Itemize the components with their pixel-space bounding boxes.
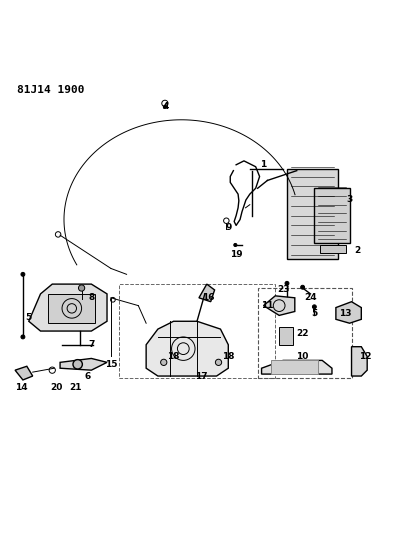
Text: 2: 2	[354, 246, 361, 255]
Text: 10: 10	[296, 352, 309, 361]
Circle shape	[161, 359, 167, 366]
Polygon shape	[146, 321, 228, 376]
Bar	[279, 327, 293, 345]
Circle shape	[73, 360, 82, 369]
Text: 13: 13	[339, 309, 352, 318]
Polygon shape	[264, 296, 295, 316]
Text: 5: 5	[26, 313, 32, 322]
Text: 21: 21	[69, 383, 82, 392]
Text: 15: 15	[105, 360, 117, 369]
Polygon shape	[29, 284, 107, 331]
Text: 7: 7	[88, 340, 95, 349]
Text: 20: 20	[50, 383, 62, 392]
Bar	[48, 294, 95, 323]
Text: 9: 9	[225, 223, 232, 232]
Text: 1: 1	[260, 160, 267, 169]
Circle shape	[285, 281, 289, 285]
Text: 11: 11	[261, 301, 274, 310]
Polygon shape	[60, 358, 107, 370]
Circle shape	[216, 359, 222, 366]
Text: 17: 17	[195, 372, 207, 381]
Text: 6: 6	[84, 372, 91, 381]
Polygon shape	[336, 302, 361, 323]
Polygon shape	[262, 360, 332, 374]
Circle shape	[312, 305, 316, 309]
Text: 19: 19	[230, 251, 242, 259]
Bar	[320, 245, 346, 253]
Circle shape	[21, 272, 25, 276]
Polygon shape	[15, 366, 33, 380]
Text: 81J14 1900: 81J14 1900	[17, 85, 85, 94]
Text: 22: 22	[296, 328, 309, 337]
Text: 18: 18	[222, 352, 234, 361]
Circle shape	[78, 285, 85, 291]
Circle shape	[301, 285, 305, 289]
Text: 24: 24	[304, 293, 317, 302]
Text: 16: 16	[203, 293, 215, 302]
Text: 23: 23	[277, 286, 289, 294]
Circle shape	[164, 106, 167, 108]
Text: 12: 12	[359, 352, 372, 361]
Text: 18: 18	[167, 352, 180, 361]
Text: 3: 3	[346, 196, 353, 205]
Polygon shape	[199, 284, 215, 302]
Bar	[314, 188, 349, 243]
Text: 14: 14	[15, 383, 27, 392]
Text: 4: 4	[162, 102, 169, 111]
Bar	[287, 168, 338, 259]
Circle shape	[21, 335, 25, 339]
Polygon shape	[351, 346, 367, 376]
Text: 8: 8	[88, 293, 95, 302]
Circle shape	[234, 244, 237, 247]
Bar	[271, 360, 318, 374]
Text: 5: 5	[311, 309, 318, 318]
